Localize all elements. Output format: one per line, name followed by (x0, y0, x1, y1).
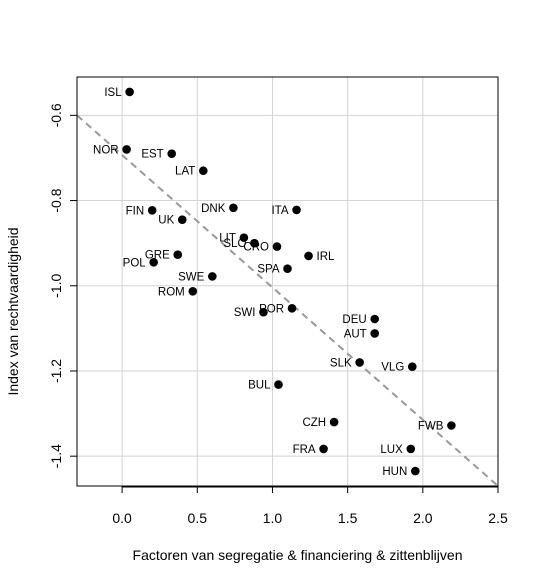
point-label-por: POR (259, 303, 284, 315)
trend-line (76, 114, 499, 487)
data-point-irl (304, 251, 313, 261)
x-tick-label: 1.5 (338, 510, 358, 526)
point-label-nor: NOR (93, 144, 119, 156)
data-point-fra (319, 444, 328, 454)
point-label-swi: SWI (234, 307, 256, 319)
data-point-hun (411, 466, 420, 476)
y-tick-label: -1.0 (48, 273, 64, 297)
data-point-por (287, 304, 297, 313)
point-label-lit: LIT (219, 233, 236, 245)
point-label-isl: ISL (104, 87, 122, 99)
data-point-aut (370, 329, 380, 338)
data-point-gre (173, 250, 183, 259)
data-point-ita (292, 205, 301, 215)
data-point-pol (149, 258, 158, 267)
x-tick-label: 2.5 (488, 510, 508, 526)
y-tick-label: -0.6 (48, 103, 64, 127)
data-point-lat (199, 166, 208, 176)
x-tick-label: 0.0 (112, 510, 132, 526)
point-label-gre: GRE (145, 250, 170, 262)
data-point-bul (274, 380, 283, 389)
data-point-spa (283, 264, 292, 274)
data-point-czh (329, 417, 339, 427)
point-label-uk: UK (158, 215, 174, 227)
point-label-dnk: DNK (201, 203, 226, 215)
point-label-lat: LAT (175, 166, 195, 178)
data-point-rom (188, 286, 198, 296)
x-tick-label: 2.0 (413, 510, 433, 526)
y-tick-label: -1.4 (48, 444, 64, 468)
data-point-dnk (229, 203, 238, 213)
data-point-lux (406, 444, 416, 454)
data-point-vlg (407, 362, 417, 372)
point-label-ita: ITA (271, 205, 288, 217)
data-point-slk (355, 358, 364, 367)
y-axis: -0.6 -0.8 -1.0 -1.2 -1.4 (48, 103, 77, 468)
point-label-swe: SWE (178, 271, 205, 283)
x-axis-label: Factoren van segregatie & financiering &… (133, 547, 463, 563)
plot-frame (76, 76, 499, 487)
point-label-deu: DEU (342, 314, 366, 326)
point-label-lux: LUX (380, 444, 403, 456)
point-label-fwb: FWB (418, 421, 444, 433)
data-point-fin (147, 206, 157, 215)
x-tick-label: 0.5 (188, 510, 208, 526)
point-label-slo: SLO (223, 238, 246, 250)
point-label-bul: BUL (248, 380, 271, 392)
point-label-fin: FIN (126, 205, 145, 217)
y-axis-label: Index van rechtvaardigheid (5, 227, 21, 395)
point-label-est: EST (141, 149, 163, 161)
y-tick-label: -0.8 (48, 188, 64, 212)
data-point-deu (370, 314, 380, 324)
point-label-hun: HUN (382, 466, 407, 478)
y-tick-label: -1.2 (48, 359, 64, 383)
data-point-isl (125, 87, 134, 97)
point-label-irl: IRL (317, 251, 336, 263)
data-point-uk (177, 215, 187, 225)
point-label-vlg: VLG (381, 362, 404, 374)
data-point-cro (272, 242, 282, 251)
x-tick-label: 1.0 (263, 510, 283, 526)
point-label-aut: AUT (344, 328, 367, 340)
data-point-swe (208, 272, 217, 281)
data-point-fwb (447, 421, 456, 430)
point-label-cro: CRO (243, 242, 269, 254)
data-point-nor (122, 145, 131, 154)
data-point-est (167, 149, 177, 158)
point-label-fra: FRA (293, 444, 316, 456)
point-label-spa: SPA (257, 264, 279, 276)
data-point-lit (239, 233, 249, 242)
x-axis: 0.0 0.5 1.0 1.5 2.0 2.5 (112, 486, 508, 526)
point-label-czh: CZH (302, 417, 326, 429)
data-point-slo (250, 238, 259, 248)
data-point-swi (259, 307, 268, 317)
point-label-rom: ROM (158, 286, 185, 298)
point-label-slk: SLK (330, 357, 352, 369)
point-label-pol: POL (123, 257, 147, 269)
